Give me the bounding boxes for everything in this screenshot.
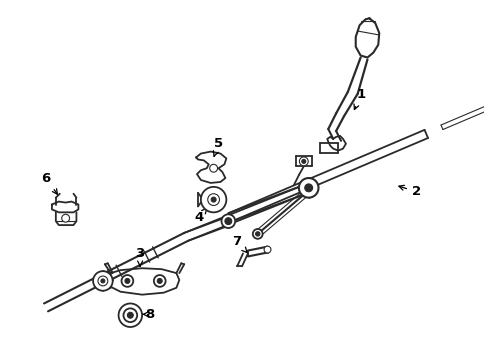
Text: 4: 4 xyxy=(194,208,206,224)
Circle shape xyxy=(207,194,219,206)
Text: 1: 1 xyxy=(353,88,365,109)
Text: 3: 3 xyxy=(135,247,144,266)
Circle shape xyxy=(298,178,318,198)
Circle shape xyxy=(224,218,231,225)
Circle shape xyxy=(154,275,165,287)
Text: 8: 8 xyxy=(142,308,154,321)
Circle shape xyxy=(101,279,104,283)
Circle shape xyxy=(304,184,312,192)
Circle shape xyxy=(211,197,216,202)
Circle shape xyxy=(61,214,69,222)
Circle shape xyxy=(299,157,307,166)
Circle shape xyxy=(209,164,217,172)
Circle shape xyxy=(125,279,130,283)
Text: 7: 7 xyxy=(232,235,246,252)
Circle shape xyxy=(93,271,112,291)
Circle shape xyxy=(252,229,262,239)
Circle shape xyxy=(255,232,259,236)
Circle shape xyxy=(157,279,162,283)
Circle shape xyxy=(123,309,137,322)
Text: 5: 5 xyxy=(213,137,223,156)
Circle shape xyxy=(127,312,133,318)
Circle shape xyxy=(98,276,107,286)
Text: 2: 2 xyxy=(398,185,420,198)
Text: 6: 6 xyxy=(41,171,57,194)
Circle shape xyxy=(121,275,133,287)
Circle shape xyxy=(201,187,226,212)
Circle shape xyxy=(264,246,270,253)
Circle shape xyxy=(221,214,235,228)
Circle shape xyxy=(301,159,305,163)
Circle shape xyxy=(118,303,142,327)
